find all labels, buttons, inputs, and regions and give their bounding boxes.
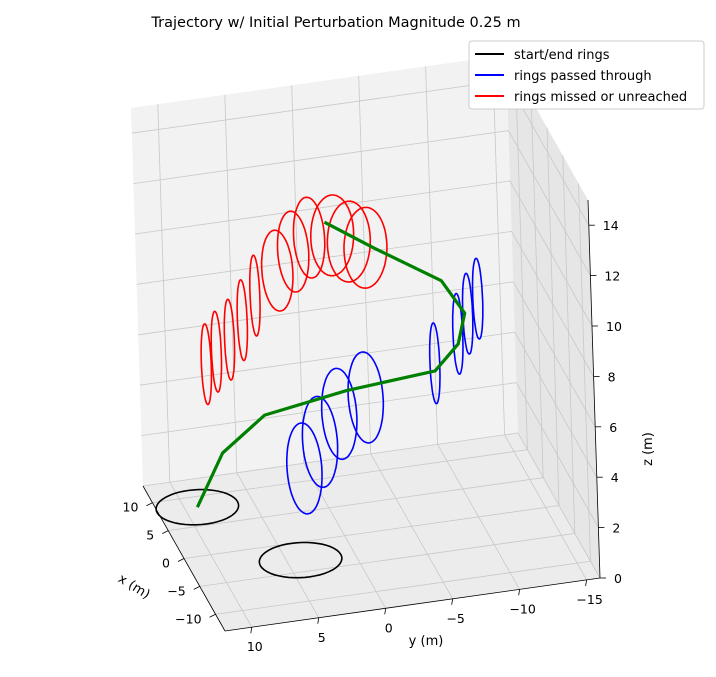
y-tick <box>384 608 387 615</box>
x-tick <box>209 613 216 618</box>
z-tick-label: 6 <box>609 420 617 435</box>
grid-line-z <box>133 130 591 276</box>
y-tick <box>585 579 588 586</box>
ring-rings-passed-through <box>320 367 358 461</box>
grid-line-z <box>138 281 596 427</box>
ring-rings-missed-or-unreached <box>260 229 294 312</box>
ring-rings-passed-through <box>461 272 474 355</box>
x-tick-label: −10 <box>175 611 201 626</box>
ring-rings-missed-or-unreached <box>200 323 213 406</box>
y-tick-label: −15 <box>576 592 602 607</box>
x-tick <box>193 586 200 590</box>
trajectory-line <box>195 220 467 508</box>
x-tick-label: 10 <box>123 500 139 515</box>
x-tick <box>162 530 169 534</box>
ring-start-end-rings <box>258 541 343 579</box>
y-tick-label: −5 <box>446 611 464 626</box>
y-tick <box>518 589 521 596</box>
z-tick-label: 8 <box>608 369 616 384</box>
chart-title: Trajectory w/ Initial Perturbation Magni… <box>150 15 520 31</box>
y-tick-label: 10 <box>247 639 263 654</box>
plot-area <box>155 194 484 579</box>
ring-rings-passed-through <box>285 422 323 515</box>
legend-frame <box>468 40 705 110</box>
x-tick-label: 0 <box>162 556 170 571</box>
legend-label-passed: rings passed through <box>514 69 652 84</box>
ring-rings-missed-or-unreached <box>276 210 310 293</box>
axes-panes <box>131 55 600 631</box>
ring-rings-missed-or-unreached <box>292 196 326 279</box>
z-tick-label: 14 <box>603 218 619 233</box>
z-tick-label: 4 <box>611 470 619 485</box>
ring-rings-passed-through <box>471 257 484 340</box>
z-tick-label: 10 <box>606 319 622 334</box>
legend-label-start-end: start/end rings <box>514 48 610 63</box>
back-pane <box>131 55 518 486</box>
x-axis-label: x (m) <box>115 571 152 602</box>
ring-rings-missed-or-unreached <box>249 254 261 337</box>
grid-lines <box>131 56 601 628</box>
x-tick-label: 5 <box>146 528 154 543</box>
legend-label-missed: rings missed or unreached <box>514 90 687 105</box>
y-tick-label: 0 <box>385 620 393 635</box>
z-tick-label: 12 <box>604 269 620 284</box>
grid-line-z <box>139 331 598 478</box>
ring-rings-missed-or-unreached <box>326 200 372 283</box>
y-tick <box>451 598 454 605</box>
z-axis-line <box>587 199 601 579</box>
y-tick <box>317 617 320 624</box>
tick-marks <box>146 224 606 634</box>
ring-rings-missed-or-unreached <box>210 310 223 393</box>
ring-rings-missed-or-unreached <box>343 206 388 289</box>
grid-line-z <box>142 432 601 579</box>
ring-start-end-rings <box>155 488 240 526</box>
y-axis-label: y (m) <box>409 634 444 649</box>
z-tick-label: 2 <box>612 521 620 536</box>
z-tick-label: 0 <box>614 571 622 586</box>
y-tick-label: 5 <box>318 630 326 645</box>
grid-line-z <box>141 382 599 528</box>
ring-rings-passed-through <box>347 351 385 444</box>
ring-rings-missed-or-unreached <box>236 279 249 362</box>
ring-rings-missed-or-unreached <box>223 298 236 381</box>
z-axis-label: z (m) <box>641 432 656 466</box>
x-tick <box>177 558 185 562</box>
ring-rings-missed-or-unreached <box>309 194 355 277</box>
grid-line-z <box>134 180 593 327</box>
x-tick-label: −5 <box>167 583 185 598</box>
y-axis-line <box>224 577 601 632</box>
x-tick <box>146 502 153 507</box>
y-tick-label: −10 <box>509 601 535 616</box>
y-tick <box>250 627 253 634</box>
legend: start/end rings rings passed through rin… <box>468 40 705 110</box>
